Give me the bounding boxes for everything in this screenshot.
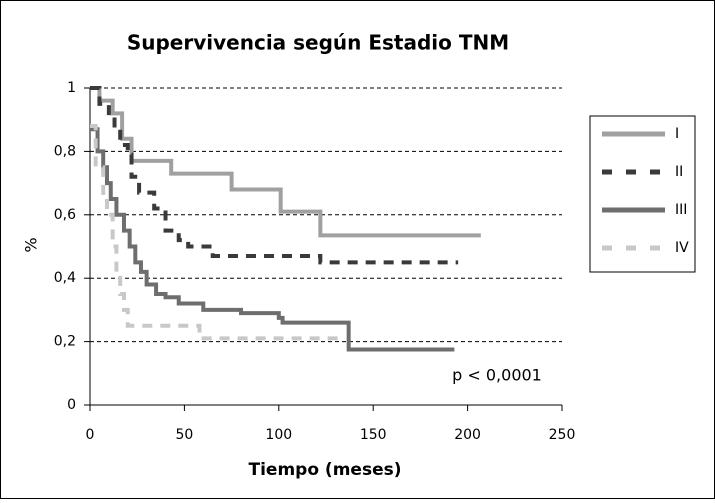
legend-label: IV (675, 240, 689, 256)
y-tick-label: 0,2 (54, 334, 76, 350)
x-tick-label: 250 (549, 427, 576, 443)
x-tick-label: 50 (175, 427, 193, 443)
annotation: p < 0,0001 (452, 366, 542, 385)
survival-curve (90, 86, 459, 265)
survival-curve (90, 127, 455, 352)
y-tick-label: 0,4 (54, 270, 76, 286)
x-tick-label: 0 (86, 427, 95, 443)
y-tick-label: 0 (67, 397, 76, 413)
legend-label: I (675, 126, 679, 142)
y-tick-label: 1 (67, 80, 76, 96)
x-tick-label: 100 (265, 427, 292, 443)
x-tick-label: 200 (454, 427, 481, 443)
legend-label: II (675, 164, 683, 180)
survival-curve (90, 124, 345, 341)
chart-title: Supervivencia según Estadio TNM (127, 31, 509, 55)
y-tick-label: 0,6 (54, 207, 76, 223)
legend-label: III (675, 202, 687, 218)
survival-curve (90, 86, 481, 238)
x-axis-title: Tiempo (meses) (249, 460, 402, 480)
y-tick-label: 0,8 (54, 143, 76, 159)
x-tick-label: 150 (360, 427, 387, 443)
y-axis-title: % (22, 237, 41, 252)
